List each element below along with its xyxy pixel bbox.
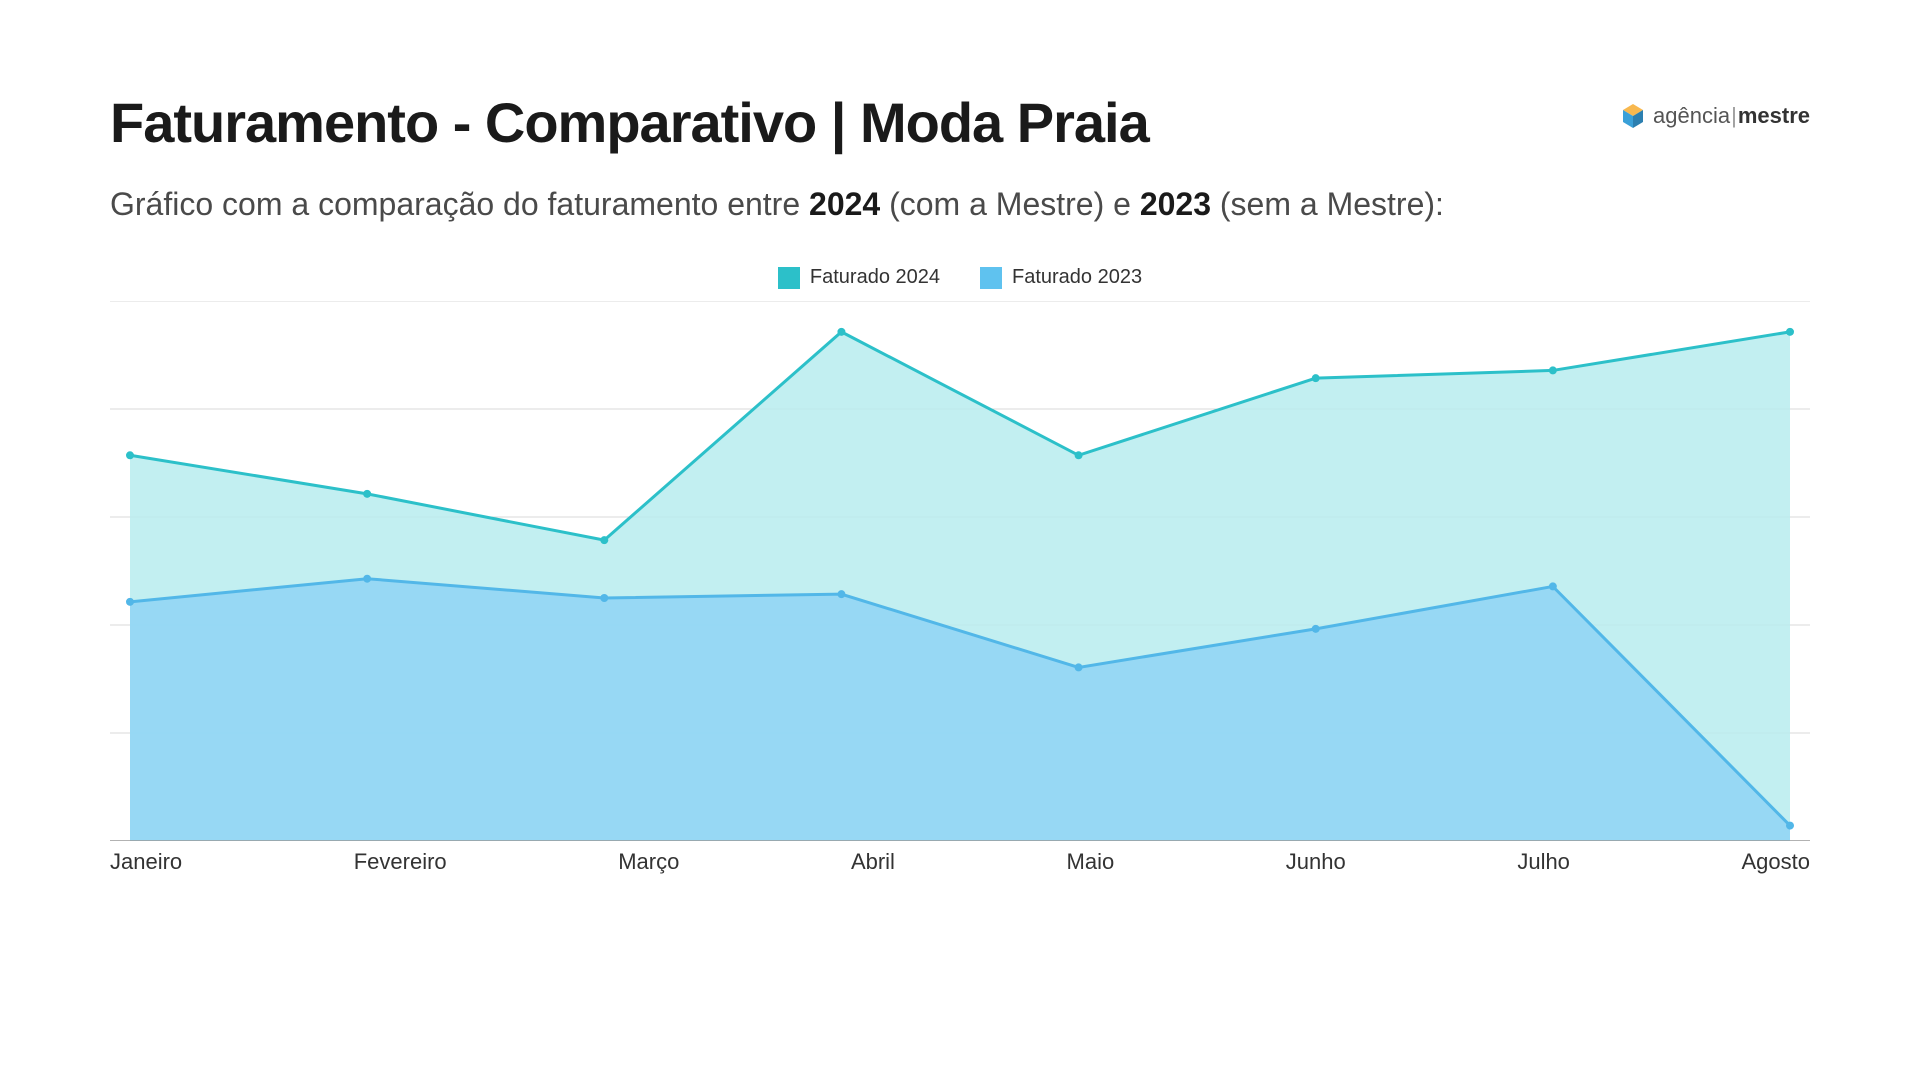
subtitle: Gráfico com a comparação do faturamento … — [110, 183, 1810, 226]
revenue-chart: Faturado 2024 Faturado 2023 Janeiro Fever… — [110, 266, 1810, 875]
legend-swatch-2023 — [980, 267, 1002, 289]
x-axis-label: Março — [618, 849, 679, 875]
page-title: Faturamento - Comparativo | Moda Praia — [110, 90, 1149, 155]
legend-label-2024: Faturado 2024 — [810, 266, 940, 289]
x-axis-label: Janeiro — [110, 849, 182, 875]
x-axis-label: Abril — [851, 849, 895, 875]
legend-item-2024: Faturado 2024 — [778, 266, 940, 289]
chart-legend: Faturado 2024 Faturado 2023 — [110, 266, 1810, 289]
logo-icon — [1619, 102, 1647, 130]
logo-text: agência|mestre — [1653, 103, 1810, 129]
x-axis-labels: Janeiro Fevereiro Março Abril Maio Junho Julho… — [110, 841, 1810, 875]
legend-label-2023: Faturado 2023 — [1012, 266, 1142, 289]
x-axis-label: Fevereiro — [354, 849, 447, 875]
x-axis-label: Maio — [1067, 849, 1115, 875]
x-axis-label: Agosto — [1742, 849, 1811, 875]
brand-logo: agência|mestre — [1619, 102, 1810, 130]
x-axis-label: Junho — [1286, 849, 1346, 875]
legend-item-2023: Faturado 2023 — [980, 266, 1142, 289]
x-axis-label: Julho — [1517, 849, 1570, 875]
chart-canvas — [110, 301, 1810, 841]
legend-swatch-2024 — [778, 267, 800, 289]
